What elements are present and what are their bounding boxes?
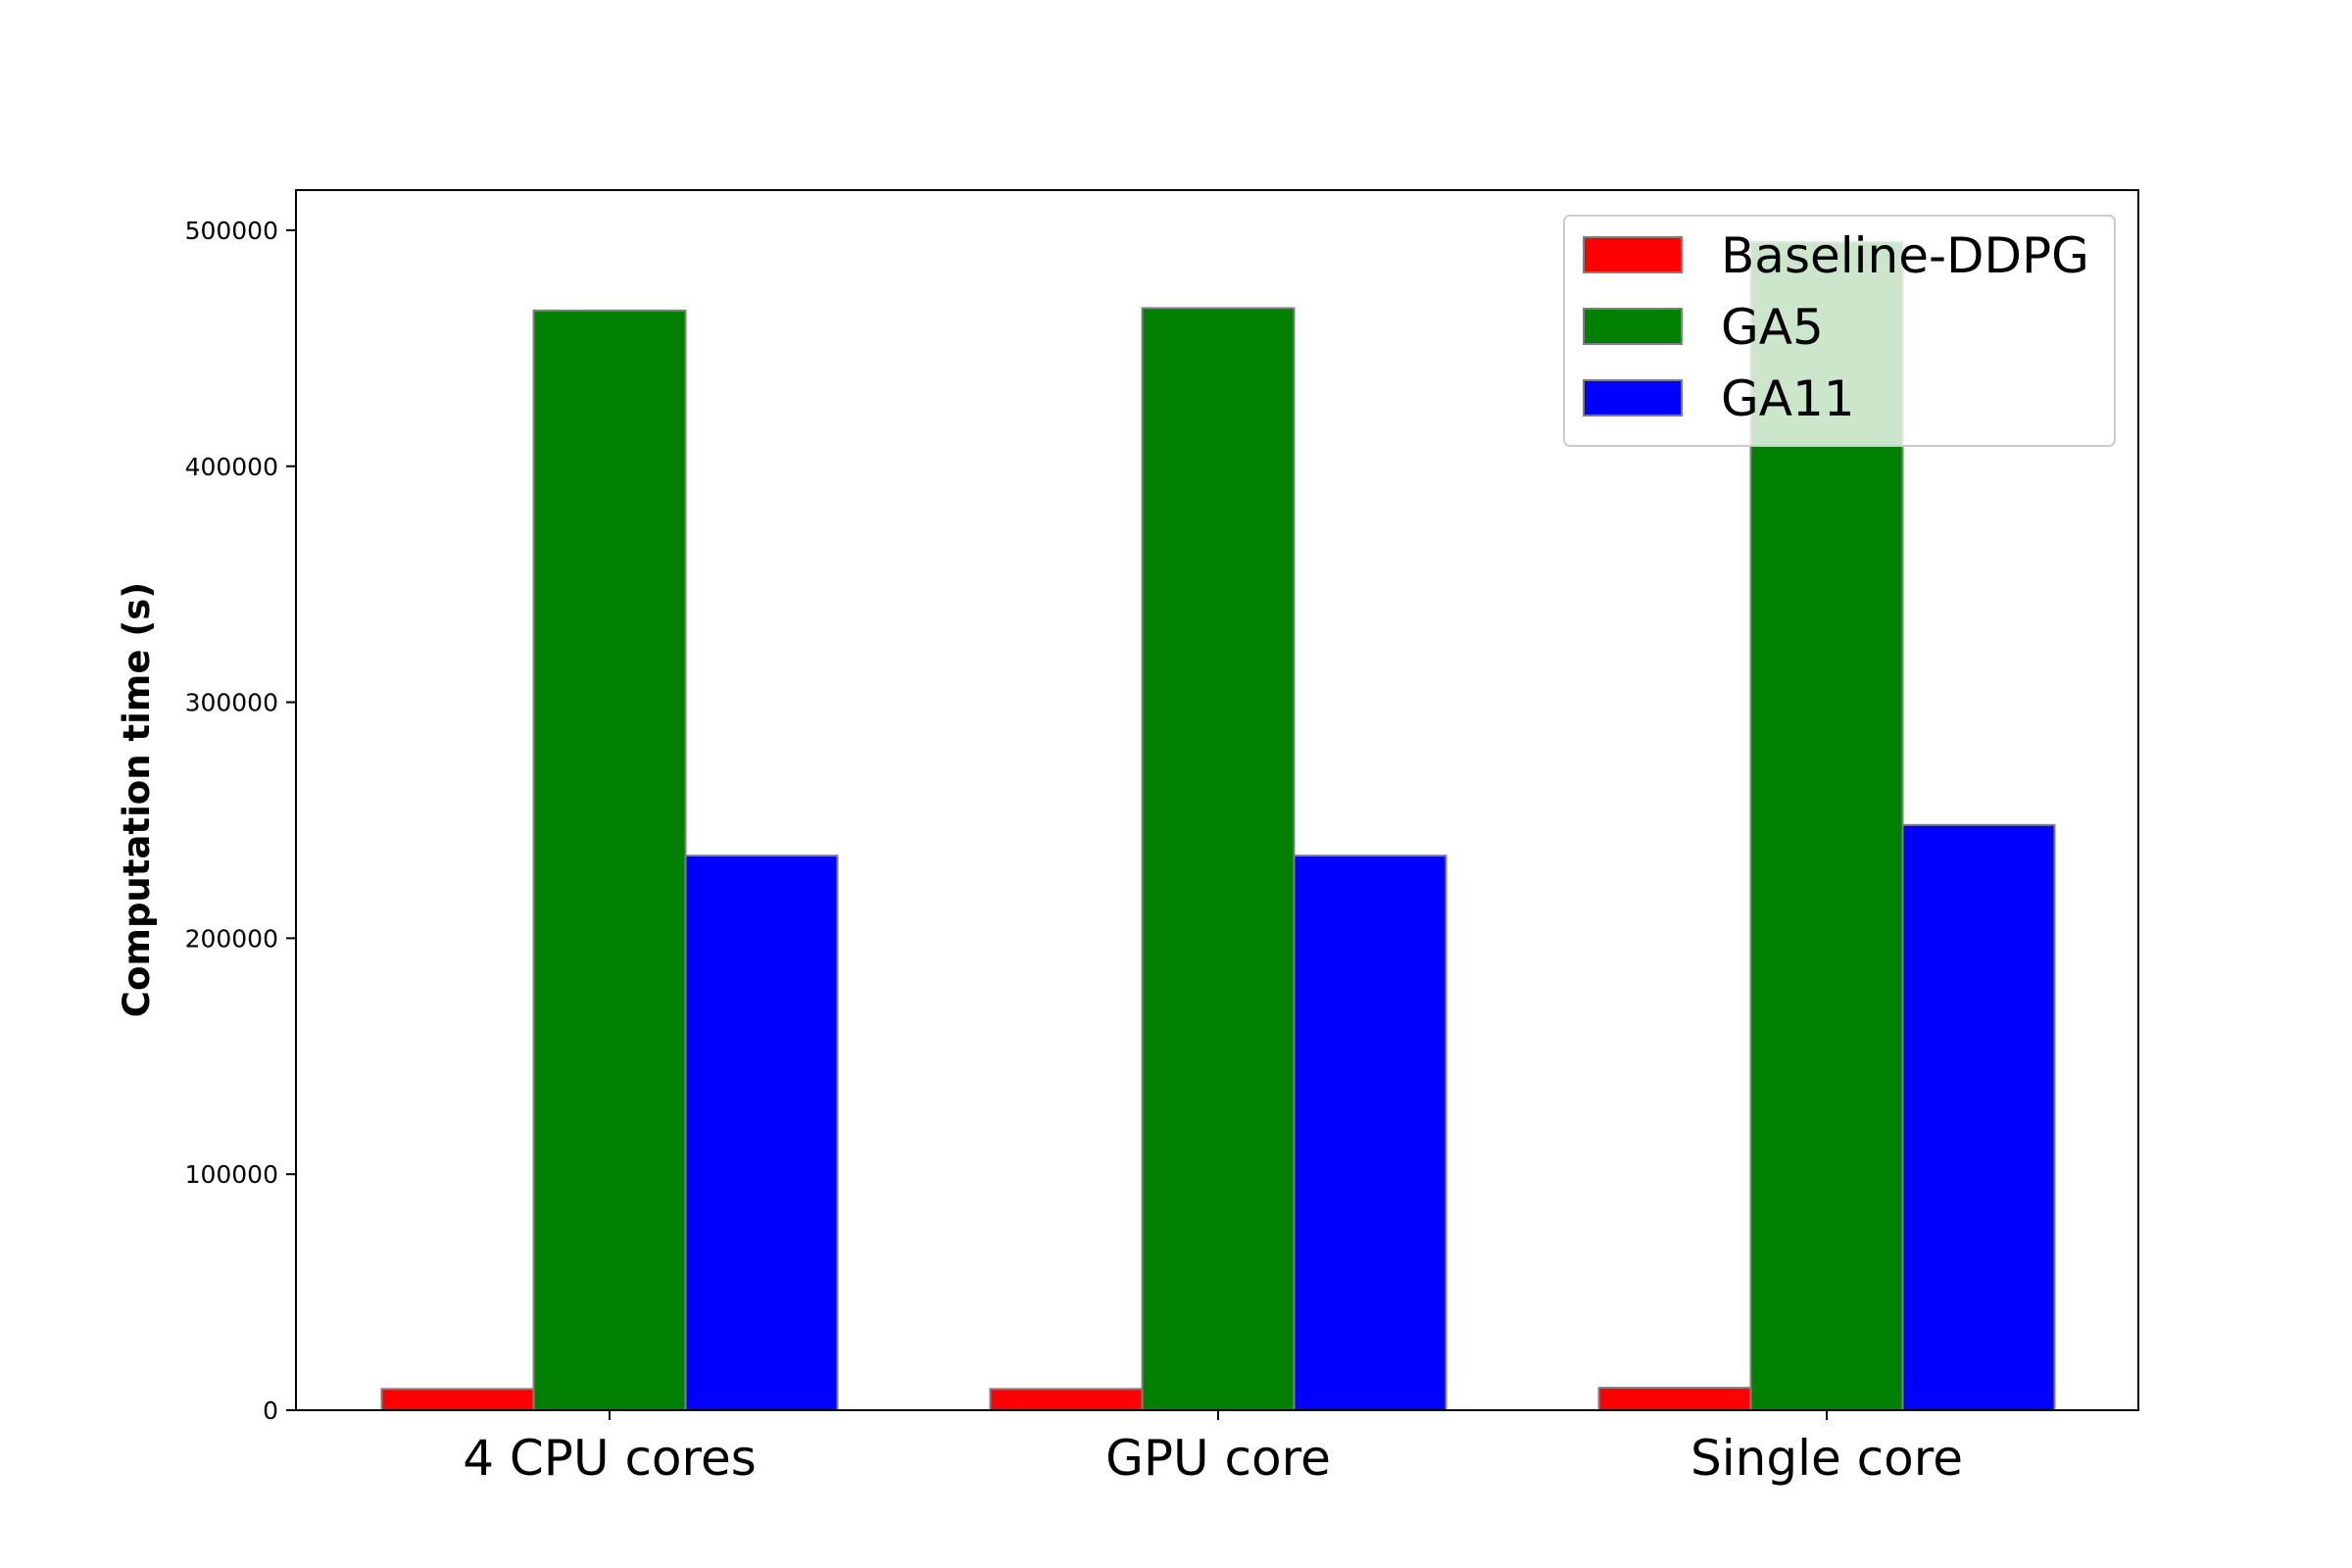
legend-swatch-ga5 [1583,308,1683,345]
legend: Baseline-DDPG GA5 GA11 [1563,215,2116,447]
x-axis: 4 CPU cores GPU core Single core [463,1410,1963,1487]
x-tick-label: 4 CPU cores [463,1430,757,1487]
legend-label: GA11 [1721,370,1855,427]
y-tick-label: 0 [263,1396,278,1425]
y-tick-label: 200000 [185,924,278,953]
y-tick-label: 400000 [185,453,278,481]
y-axis: 0 100000 200000 300000 400000 500000 [185,217,296,1425]
legend-swatch-ga11 [1583,379,1683,416]
legend-swatch-baseline-ddpg [1583,236,1683,273]
y-tick-label: 100000 [185,1160,278,1189]
y-tick-label: 500000 [185,217,278,245]
bar-baseline-ddpg-2 [989,1388,1144,1412]
bar-ga11-2 [1293,855,1447,1411]
bar-ga11-3 [1901,823,2056,1411]
y-axis-label: Computation time (s) [116,582,158,1017]
x-tick-label: GPU core [1105,1430,1331,1487]
legend-box [1563,215,2116,447]
bar-ga11-1 [684,855,839,1411]
legend-label: Baseline-DDPG [1721,227,2089,284]
y-tick-label: 300000 [185,689,278,717]
bar-ga5-2 [1141,307,1296,1411]
bar-ga5-1 [532,309,687,1411]
plot-frame [295,189,2139,1411]
x-tick-label: Single core [1690,1430,1963,1487]
bar-baseline-ddpg-1 [380,1388,535,1412]
bar-baseline-ddpg-3 [1597,1387,1752,1411]
legend-label: GA5 [1721,299,1824,356]
